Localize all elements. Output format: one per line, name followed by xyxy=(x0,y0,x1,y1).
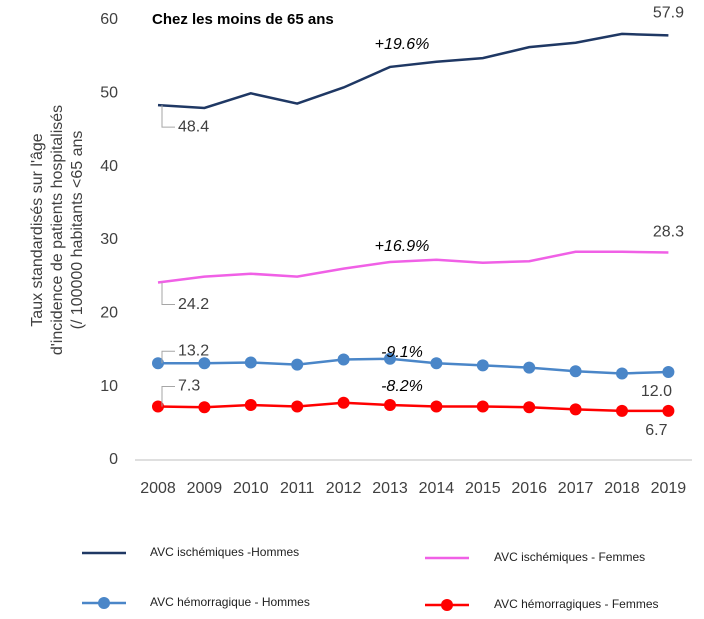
series-line xyxy=(158,357,669,375)
marker xyxy=(476,359,489,372)
y-axis-label: Taux standardisés sur l'âge xyxy=(29,133,46,326)
data-label: 6.7 xyxy=(645,422,667,439)
marker xyxy=(384,352,396,365)
marker xyxy=(430,400,443,413)
x-tick-label: 2013 xyxy=(372,480,408,497)
data-label: 57.9 xyxy=(653,5,684,22)
legend-label: AVC hémorragiques - Femmes xyxy=(494,597,659,611)
data-label: 24.2 xyxy=(178,296,209,313)
legend-label: AVC hémorragique - Hommes xyxy=(150,595,310,609)
legend-label: AVC ischémiques -Hommes xyxy=(150,545,299,559)
x-tick-label: 2016 xyxy=(511,480,547,497)
series-line xyxy=(157,32,669,110)
legend-marker xyxy=(441,599,453,611)
x-tick-label: 2019 xyxy=(651,480,687,497)
y-tick-label: 60 xyxy=(100,11,118,28)
marker xyxy=(662,366,675,378)
series-line xyxy=(157,250,669,284)
marker xyxy=(152,357,164,370)
annotation: -9.1% xyxy=(381,344,423,361)
marker xyxy=(337,353,350,366)
marker xyxy=(616,367,628,380)
x-tick-label: 2012 xyxy=(326,480,362,497)
marker xyxy=(198,357,211,370)
x-tick-label: 2015 xyxy=(465,480,501,497)
marker xyxy=(569,403,582,416)
x-tick-label: 2018 xyxy=(604,480,640,497)
y-tick-label: 50 xyxy=(100,85,118,102)
marker xyxy=(198,401,211,414)
y-tick-label: 0 xyxy=(109,451,118,468)
data-label: 12.0 xyxy=(641,383,672,400)
annotation: +16.9% xyxy=(375,238,430,255)
marker xyxy=(291,358,304,371)
marker xyxy=(616,404,628,417)
y-axis-label: d'incidence de patients hospitalisés xyxy=(49,105,66,355)
leader-line xyxy=(161,350,175,364)
x-tick-label: 2017 xyxy=(558,480,594,497)
marker xyxy=(244,356,257,369)
leader-line xyxy=(161,282,175,306)
x-tick-label: 2011 xyxy=(280,480,315,497)
x-tick-label: 2014 xyxy=(419,480,455,497)
series-line xyxy=(157,401,669,413)
x-tick-label: 2010 xyxy=(233,480,269,497)
marker xyxy=(291,400,304,413)
marker xyxy=(476,400,489,413)
data-label: 48.4 xyxy=(178,118,209,135)
marker xyxy=(523,361,536,374)
data-label: 7.3 xyxy=(178,378,200,395)
marker xyxy=(430,357,443,370)
marker xyxy=(384,399,396,411)
data-label: 28.3 xyxy=(653,224,684,241)
legend-marker xyxy=(98,597,110,609)
marker xyxy=(662,404,675,417)
leader-line xyxy=(161,385,175,407)
data-label: 13.2 xyxy=(178,342,209,359)
marker xyxy=(569,365,582,378)
marker xyxy=(337,396,350,409)
y-tick-label: 30 xyxy=(100,231,118,248)
y-tick-label: 40 xyxy=(100,158,118,175)
x-tick-label: 2008 xyxy=(140,480,176,497)
marker xyxy=(152,400,164,413)
marker xyxy=(244,399,257,411)
x-tick-label: 2009 xyxy=(187,480,223,497)
chart-title: Chez les moins de 65 ans xyxy=(152,11,334,28)
y-tick-label: 10 xyxy=(100,378,118,395)
y-tick-label: 20 xyxy=(100,305,118,322)
annotation: -8.2% xyxy=(381,378,423,395)
marker xyxy=(523,401,536,414)
leader-line xyxy=(161,105,175,128)
legend-label: AVC ischémiques - Femmes xyxy=(494,550,645,564)
annotation: +19.6% xyxy=(375,36,430,53)
y-axis-label: (/ 100000 habitants <65 ans xyxy=(69,131,86,330)
